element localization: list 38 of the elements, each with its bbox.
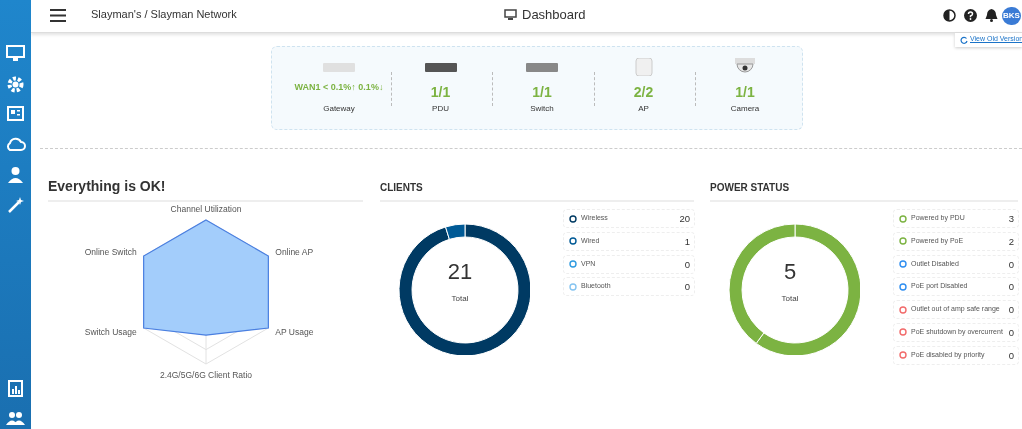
spoke-label: 2.4G/5G/6G Client Ratio [159,370,253,381]
chart-title: Everything is OK! [48,178,166,194]
data-label: 20 [679,213,690,224]
data-label: 2 [1008,235,1014,247]
spoke-label: AP Usage [275,327,314,338]
text: 21 [446,259,474,285]
text: 2/2 [632,84,655,100]
spoke-label: Online Switch [84,247,137,258]
category-label: Switch [529,104,555,113]
text: 1/1 [429,84,452,100]
text: 0 [1008,304,1014,316]
spoke-label: Switch Usage [84,327,137,338]
text: 0 [1008,281,1014,293]
text: Slayman's / Slayman Network [91,8,237,20]
category-label: Camera [729,104,761,113]
text: 0 [684,281,690,293]
chart-title: POWER STATUS [710,182,790,193]
text: 0 [1008,349,1014,361]
text: 5 [782,259,798,285]
category-label: PDU [431,104,450,113]
data-label: 3 [1008,213,1014,224]
category-label: AP [637,104,650,113]
data-label: 1 [684,235,690,247]
donut-slice [398,223,530,355]
text: 0 [684,258,690,270]
text: 1/1 [531,84,553,100]
category-label: Gateway [322,104,356,113]
spoke-label: Channel Utilization [170,204,242,214]
text: Total [450,294,470,303]
spoke-label: Online AP [275,247,314,258]
text: 0 [1008,258,1014,270]
text: 1/1 [734,84,756,100]
text: 0 [1008,326,1014,338]
text: Dashboard [522,7,586,22]
text: BKS [1002,11,1021,20]
chart-title: CLIENTS [380,182,423,193]
text: WAN1 < 0.1%↑ 0.1%↓ [293,82,385,92]
text: Total [780,294,800,303]
